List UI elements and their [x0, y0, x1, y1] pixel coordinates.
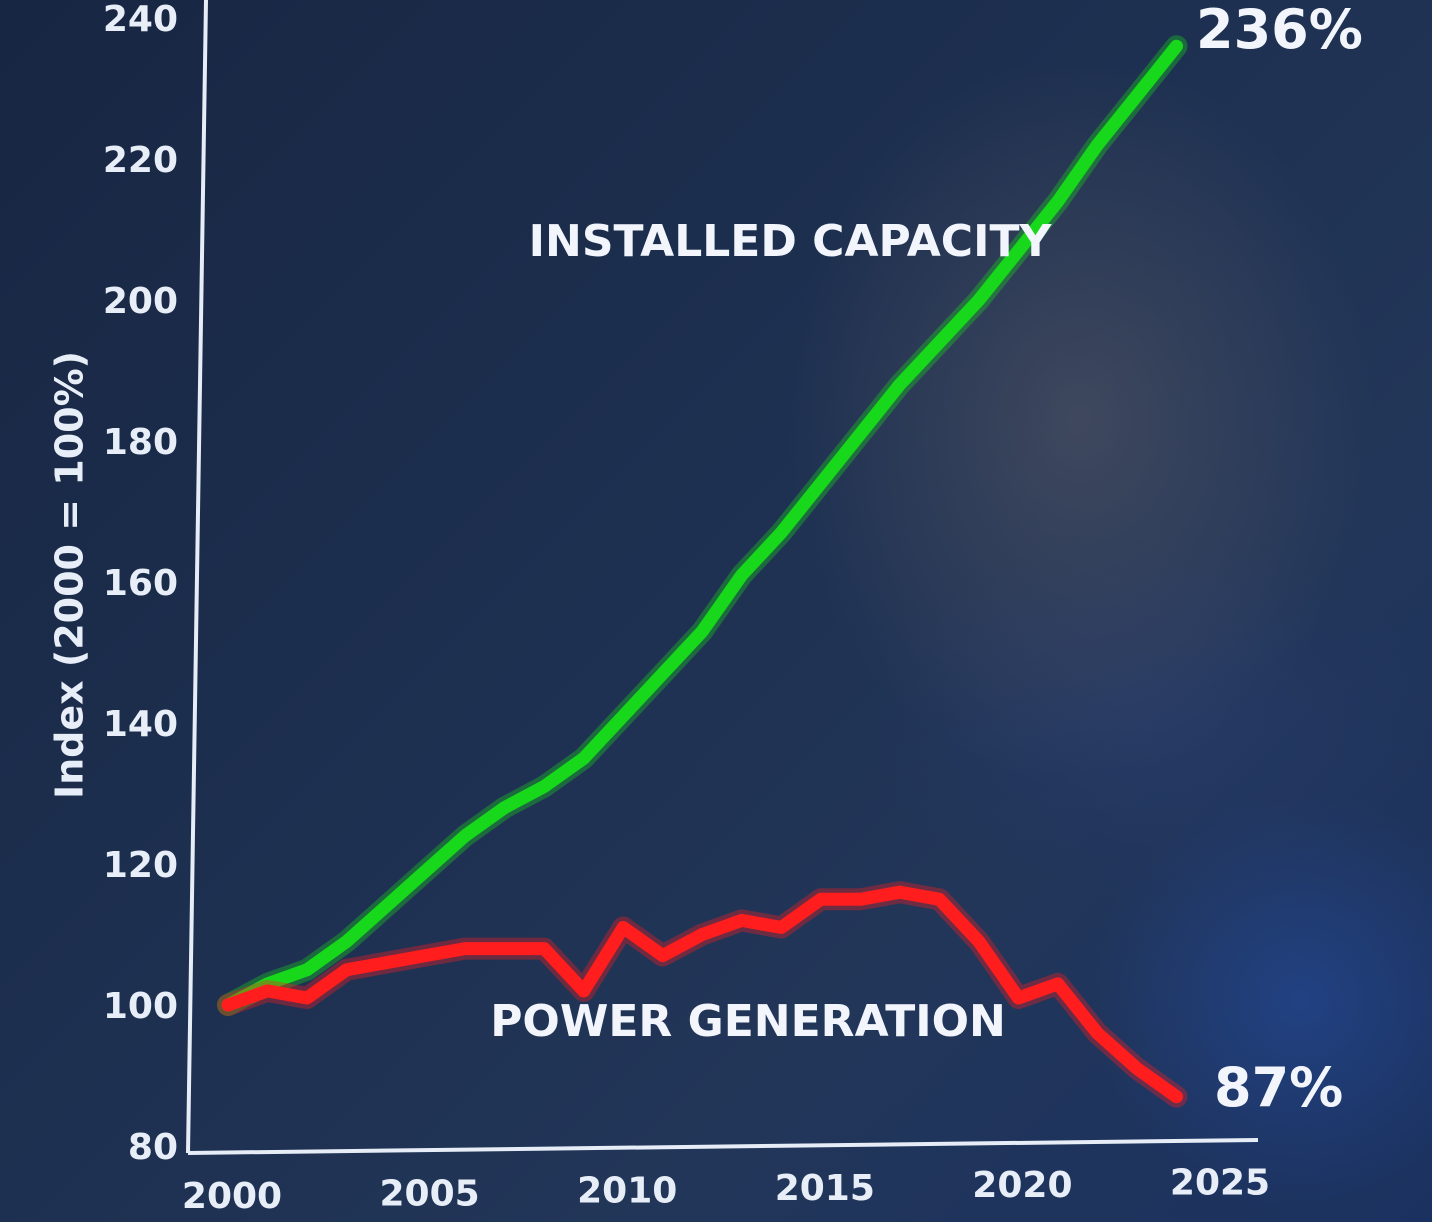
x-tick-label: 2020: [972, 1165, 1072, 1206]
x-tick-label: 2005: [379, 1173, 479, 1214]
y-tick-labels: 80 100 120 140 160 180 200 220 240: [103, 0, 178, 1168]
series-label-power-generation: POWER GENERATION: [490, 996, 1006, 1047]
x-tick-label: 2025: [1170, 1162, 1270, 1203]
y-tick-label: 120: [103, 845, 178, 886]
y-axis-title: Index (2000 = 100%): [48, 351, 92, 799]
x-tick-labels: 2000 2005 2010 2015 2020 2025: [182, 1162, 1270, 1217]
end-label-installed-capacity: 236%: [1196, 0, 1363, 61]
y-tick-label: 220: [103, 140, 178, 181]
series-glow: [217, 35, 1188, 1016]
y-tick-label: 80: [128, 1127, 178, 1168]
series-layer: [217, 35, 1188, 1108]
y-tick-label: 160: [103, 563, 178, 604]
y-tick-label: 100: [103, 986, 178, 1027]
series-label-installed-capacity: INSTALLED CAPACITY: [529, 216, 1053, 267]
series-line-power-generation: [221, 885, 1183, 1104]
y-axis-line: [186, 0, 208, 1154]
x-tick-label: 2015: [775, 1168, 875, 1209]
x-axis-line: [187, 1138, 1259, 1155]
y-tick-label: 180: [103, 422, 178, 463]
y-tick-label: 200: [103, 281, 178, 322]
y-tick-label: 140: [103, 704, 178, 745]
axes: [186, 0, 1259, 1155]
series-line-installed-capacity: [221, 39, 1183, 1012]
x-tick-label: 2010: [577, 1171, 677, 1212]
x-tick-label: 2000: [182, 1176, 282, 1217]
end-label-power-generation: 87%: [1214, 1056, 1343, 1119]
y-tick-label: 240: [103, 0, 178, 40]
